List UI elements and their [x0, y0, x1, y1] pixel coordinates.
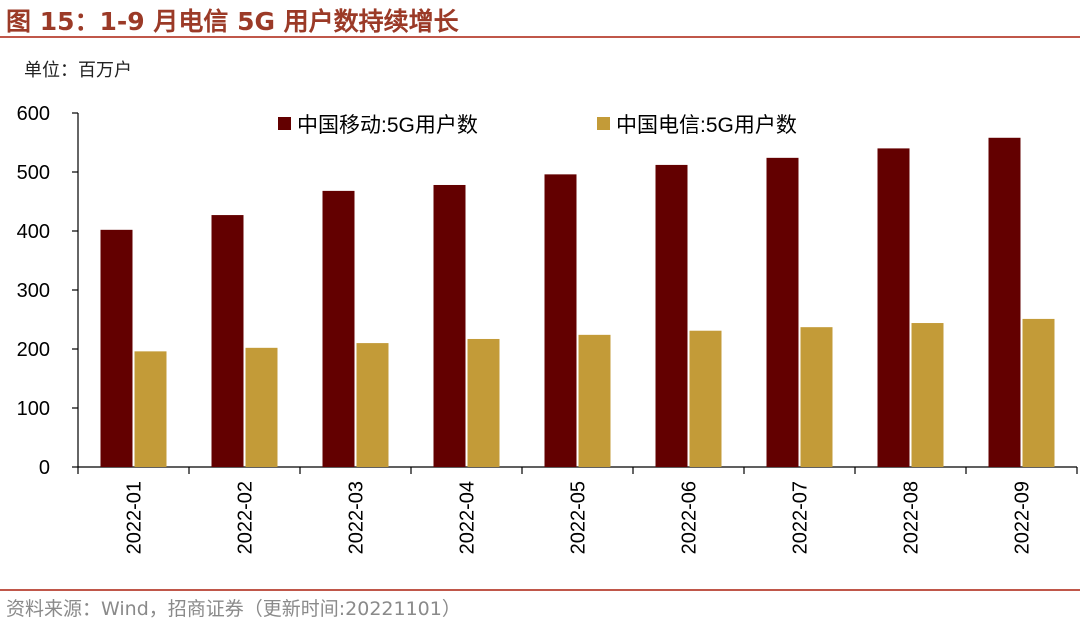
bar	[544, 174, 577, 468]
bars	[100, 137, 1055, 468]
y-tick-label: 0	[39, 457, 50, 479]
figure-title: 图 15：1-9 月电信 5G 用户数持续增长	[6, 7, 459, 36]
bar	[766, 157, 799, 467]
bar	[100, 229, 133, 467]
legend-label: 中国电信:5G用户数	[616, 114, 797, 137]
bar	[467, 338, 500, 467]
x-tick-label: 2022-09	[1012, 481, 1034, 554]
x-tick-label: 2022-01	[124, 481, 146, 554]
bar	[655, 164, 688, 468]
bar	[578, 334, 611, 467]
y-tick-label: 500	[17, 162, 50, 184]
source-note: 资料来源：Wind，招商证券（更新时间:20221101）	[6, 598, 461, 620]
footer-divider	[0, 589, 1080, 591]
x-tick-label: 2022-08	[901, 481, 923, 554]
x-tick-label: 2022-05	[568, 481, 590, 554]
bar	[211, 215, 244, 467]
bar	[988, 137, 1021, 467]
y-tick-label: 200	[17, 339, 50, 361]
x-tick-label: 2022-07	[790, 481, 812, 554]
bar	[689, 330, 722, 467]
x-axis: 2022-01 2022-02 2022-03 2022-04 2022-05 2022-…	[77, 466, 1078, 554]
bar	[322, 190, 355, 467]
y-tick-label: 100	[17, 398, 50, 420]
y-tick-label: 300	[17, 280, 50, 302]
title-divider	[0, 36, 1080, 38]
y-axis: 0 100 200 300 400 500 600	[17, 103, 79, 479]
bar	[911, 323, 944, 467]
y-tick-label: 400	[17, 221, 50, 243]
legend: 中国移动:5G用户数 中国电信:5G用户数	[278, 114, 797, 137]
x-tick-label: 2022-06	[679, 481, 701, 554]
legend-label: 中国移动:5G用户数	[297, 114, 478, 137]
bar	[356, 343, 389, 467]
bar	[877, 148, 910, 467]
bar	[800, 327, 833, 467]
y-tick-label: 600	[17, 103, 50, 125]
bar	[134, 351, 167, 467]
x-tick-label: 2022-02	[235, 481, 257, 554]
bar	[1022, 318, 1055, 467]
legend-swatch	[597, 117, 610, 130]
x-tick-label: 2022-03	[346, 481, 368, 554]
unit-label: 单位：百万户	[24, 60, 132, 81]
x-tick-label: 2022-04	[457, 481, 479, 554]
bar	[433, 184, 466, 468]
bar	[245, 347, 278, 467]
legend-swatch	[278, 117, 291, 130]
